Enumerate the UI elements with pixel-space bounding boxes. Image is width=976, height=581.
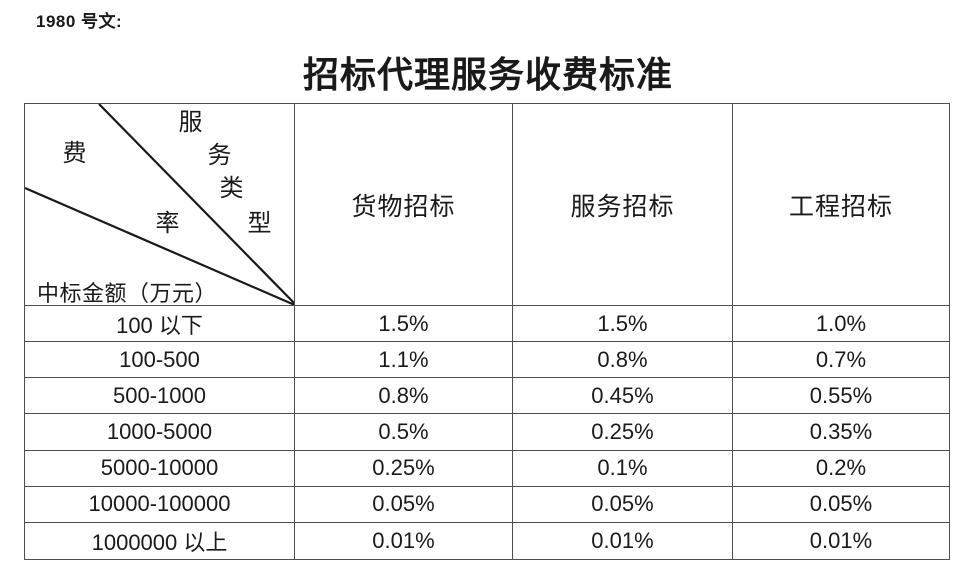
amount-range-cell: 100 以下 <box>25 306 295 343</box>
fee-rate-char: 率 <box>155 211 180 237</box>
rate-cell: 0.01% <box>513 522 733 559</box>
rate-cell: 1.1% <box>295 342 513 379</box>
doc-number-label: 1980 号文: <box>36 12 123 31</box>
table-row: 500-1000 0.8% 0.45% 0.55% <box>25 378 949 415</box>
rate-cell: 1.5% <box>513 306 733 343</box>
table-row: 100-500 1.1% 0.8% 0.7% <box>25 342 949 379</box>
rate-cell: 0.01% <box>295 522 513 559</box>
service-type-char: 型 <box>247 211 272 237</box>
amount-range-cell: 100-500 <box>25 342 295 379</box>
column-header-goods: 货物招标 <box>295 104 513 306</box>
diagonal-divider-lines <box>25 104 294 305</box>
service-type-char: 务 <box>207 143 232 169</box>
fee-rate-char: 费 <box>62 141 87 167</box>
table-row: 1000000 以上 0.01% 0.01% 0.01% <box>25 522 949 559</box>
rate-cell: 0.01% <box>809 527 873 553</box>
rate-cell: 0.1% <box>513 450 733 487</box>
table-row: 100 以下 1.5% 1.5% 1.0% <box>25 306 949 343</box>
rate-cell: 0.8% <box>513 342 733 379</box>
rate-cell: 0.8% <box>295 378 513 415</box>
amount-range-cell: 10000-100000 <box>25 486 295 523</box>
amount-range-cell: 1000-5000 <box>25 414 295 451</box>
rate-cell: 0.25% <box>295 450 513 487</box>
column-header-services: 服务招标 <box>513 104 733 306</box>
fee-table: 服 务 类 型 费 率 中标金额（万元） 货物招标 服务招标 工程招标 100 … <box>24 103 950 560</box>
rate-cell: 0.5% <box>295 414 513 451</box>
rate-cell: 0.05% <box>733 487 949 523</box>
page-title: 招标代理服务收费标准 <box>302 55 673 95</box>
table-row: 1000-5000 0.5% 0.25% 0.35% <box>25 414 949 451</box>
rate-cell: 0.55% <box>733 378 949 415</box>
service-type-char: 类 <box>219 176 244 202</box>
row-axis-label: 中标金额（万元） <box>37 281 218 306</box>
column-header-engineering: 工程招标 <box>733 104 949 306</box>
rate-cell: 0.05% <box>295 486 513 523</box>
rate-cell: 0.45% <box>513 378 733 415</box>
amount-range-cell: 500-1000 <box>25 378 295 415</box>
amount-range-cell: 5000-10000 <box>25 450 295 487</box>
rate-cell: 0.05% <box>513 486 733 523</box>
rate-cell: 0.2% <box>733 451 949 487</box>
table-corner-cell: 服 务 类 型 费 率 中标金额（万元） <box>25 104 295 306</box>
rate-cell: 0.7% <box>733 342 949 379</box>
rate-cell: 1.0% <box>733 306 949 343</box>
table-row: 10000-100000 0.05% 0.05% 0.05% <box>25 486 949 523</box>
rate-cell: 1.5% <box>295 306 513 343</box>
table-header-row: 服 务 类 型 费 率 中标金额（万元） 货物招标 服务招标 工程招标 <box>25 104 949 306</box>
amount-range-cell: 1000000 以上 <box>25 522 295 559</box>
service-type-char: 服 <box>178 110 203 136</box>
table-body: 100 以下 1.5% 1.5% 1.0% 100-500 1.1% 0.8% 0.7% 500… <box>25 306 949 559</box>
table-row: 5000-10000 0.25% 0.1% 0.2% <box>25 450 949 487</box>
rate-cell: 0.25% <box>513 414 733 451</box>
rate-cell: 0.35% <box>733 414 949 451</box>
